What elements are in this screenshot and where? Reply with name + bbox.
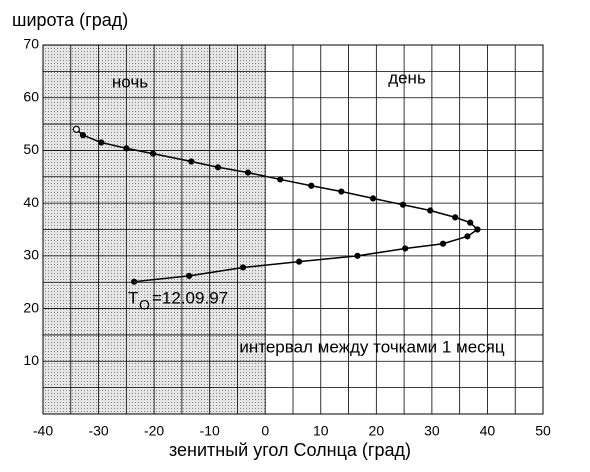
data-point bbox=[464, 233, 471, 240]
data-point bbox=[467, 219, 474, 226]
y-tick-label: 60 bbox=[23, 88, 39, 104]
annotation: интервал между точками 1 месяц bbox=[239, 337, 505, 356]
data-point bbox=[244, 169, 252, 176]
x-tick-label: -40 bbox=[33, 423, 53, 439]
data-point bbox=[369, 195, 377, 202]
x-tick-label: 50 bbox=[535, 423, 551, 439]
x-tick-label: 20 bbox=[369, 423, 385, 439]
y-tick-label: 20 bbox=[23, 299, 39, 315]
data-point bbox=[239, 264, 247, 271]
data-point bbox=[72, 125, 80, 133]
y-tick-label: 10 bbox=[23, 352, 39, 368]
data-point bbox=[186, 272, 193, 279]
data-point bbox=[427, 207, 434, 214]
x-tick-label: -30 bbox=[88, 423, 108, 439]
data-point bbox=[399, 201, 407, 208]
x-tick-label: 40 bbox=[480, 423, 496, 439]
y-axis-label: широта (град) bbox=[12, 10, 128, 30]
data-point bbox=[123, 145, 130, 152]
data-point bbox=[188, 158, 195, 165]
x-tick-label: 0 bbox=[261, 423, 269, 439]
x-axis-label: зенитный угол Солнца (град) bbox=[169, 440, 411, 460]
data-point bbox=[452, 214, 459, 221]
plot-frame bbox=[42, 44, 544, 415]
data-point bbox=[214, 164, 222, 171]
y-tick-label: 40 bbox=[23, 194, 39, 210]
data-point bbox=[296, 258, 303, 265]
data-point bbox=[308, 182, 315, 189]
data-point bbox=[149, 150, 157, 157]
y-tick-label: 50 bbox=[23, 141, 39, 157]
data-point bbox=[79, 132, 87, 139]
annotation: O bbox=[139, 297, 150, 313]
x-tick-label: 30 bbox=[424, 423, 440, 439]
data-point bbox=[277, 176, 284, 183]
y-tick-label: 70 bbox=[23, 36, 39, 52]
data-point bbox=[354, 252, 361, 259]
annotation: T bbox=[128, 288, 138, 307]
x-tick-label: 10 bbox=[313, 423, 329, 439]
data-point bbox=[98, 139, 105, 146]
annotation: день bbox=[388, 68, 426, 87]
data-point bbox=[474, 226, 481, 233]
data-point bbox=[402, 245, 409, 252]
annotation: =12.09.97 bbox=[152, 288, 228, 307]
x-tick-label: -10 bbox=[200, 423, 220, 439]
data-point bbox=[338, 188, 345, 195]
x-tick-label: -20 bbox=[144, 423, 164, 439]
annotation: ночь bbox=[112, 72, 148, 91]
data-point bbox=[131, 278, 138, 285]
data-point bbox=[439, 240, 447, 247]
y-tick-label: 30 bbox=[23, 247, 39, 263]
